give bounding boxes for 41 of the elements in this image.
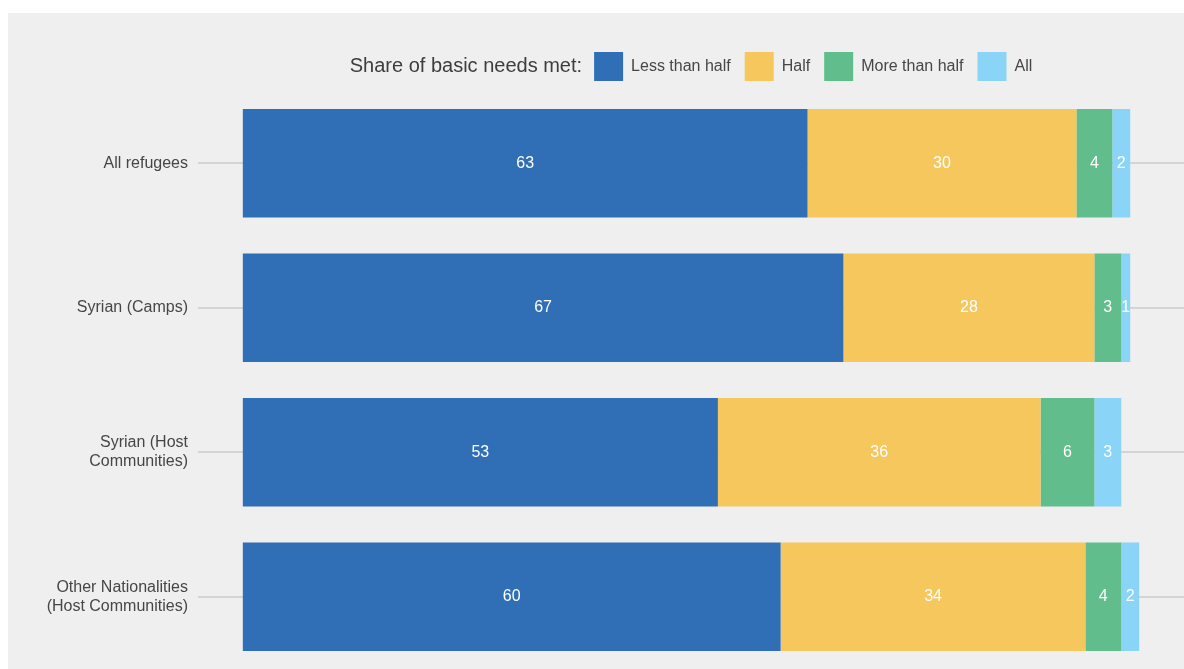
bar [1112, 109, 1131, 218]
bar [1085, 542, 1122, 651]
data-label: 3 [1103, 298, 1113, 316]
y-tick-label: Syrian (Camps) [76, 298, 188, 316]
bar [242, 109, 808, 218]
data-label: 4 [1089, 153, 1099, 171]
bar [1121, 253, 1131, 362]
data-label: 3 [1103, 442, 1113, 460]
data-label: 6 [1063, 442, 1073, 460]
bar [1094, 253, 1122, 362]
data-label: 28 [959, 298, 978, 316]
data-label: 4 [1098, 587, 1108, 605]
bar [807, 109, 1077, 218]
bar [1040, 398, 1095, 507]
bar [1121, 542, 1140, 651]
y-tick-label: Other Nationalities (Host Communities) [46, 577, 188, 614]
data-label: 2 [1116, 153, 1126, 171]
data-label: 2 [1125, 587, 1135, 605]
data-label: 36 [870, 442, 889, 460]
bar [242, 398, 718, 507]
legend-label: Less than half [631, 56, 732, 74]
data-label: 60 [502, 587, 521, 605]
data-label: 53 [471, 442, 490, 460]
data-label: 63 [516, 153, 535, 171]
data-label: 1 [1121, 298, 1131, 316]
y-tick-label: All refugees [103, 153, 188, 171]
bar [780, 542, 1086, 651]
data-label: 30 [933, 153, 951, 171]
legend-title: Share of basic needs met: [349, 54, 583, 77]
bar [1094, 398, 1122, 507]
data-label: 34 [924, 587, 943, 605]
bar [242, 253, 844, 362]
y-tick-label: Syrian (Host Communities) [89, 433, 189, 470]
bar [843, 253, 1095, 362]
legend-label: Half [781, 56, 811, 74]
legend-label: All [1014, 56, 1033, 74]
legend-label: More than half [861, 56, 965, 74]
data-label: 67 [534, 298, 553, 316]
bar [1076, 109, 1113, 218]
bar [717, 398, 1041, 507]
bar [242, 542, 781, 651]
